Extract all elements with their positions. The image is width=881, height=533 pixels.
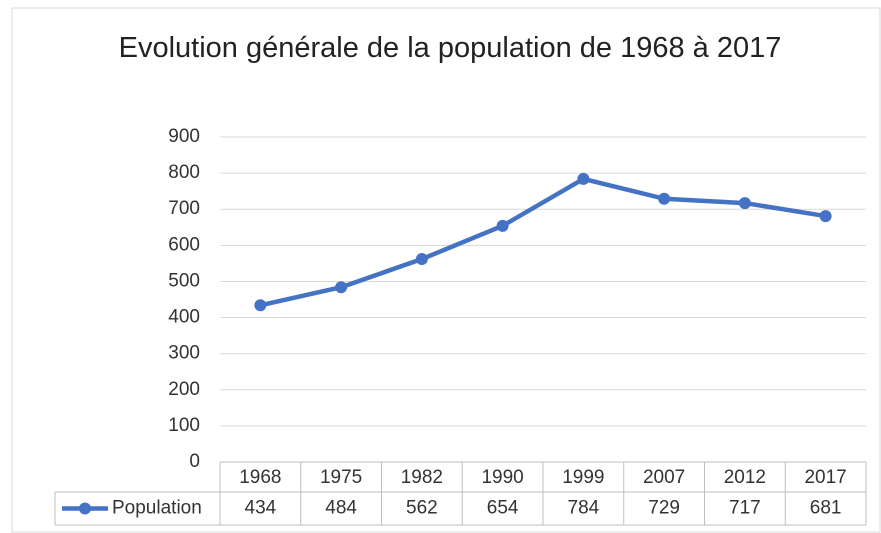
y-tick-label: 900 — [168, 126, 200, 147]
legend-label: Population — [112, 498, 202, 519]
y-tick-label: 0 — [189, 451, 200, 472]
x-tick-label: 1975 — [320, 467, 362, 488]
table-value: 434 — [245, 498, 277, 519]
y-tick-label: 300 — [168, 343, 200, 364]
x-tick-label: 2012 — [724, 467, 766, 488]
y-tick-label: 400 — [168, 307, 200, 328]
marker — [415, 253, 428, 266]
marker — [819, 210, 832, 223]
marker — [738, 197, 751, 210]
marker — [577, 172, 590, 185]
x-tick-label: 1968 — [239, 467, 281, 488]
legend-marker — [79, 502, 91, 515]
table-value: 484 — [325, 498, 357, 519]
x-tick-label: 1999 — [562, 467, 604, 488]
line — [259, 176, 826, 308]
marker — [496, 219, 509, 232]
table-value: 784 — [568, 498, 600, 519]
x-tick-label: 2007 — [643, 467, 685, 488]
x-tick-label: 1982 — [401, 467, 443, 488]
x-tick-label: 2017 — [804, 467, 846, 488]
marker — [335, 281, 348, 294]
y-tick-label: 600 — [168, 234, 200, 255]
x-tick-label: 1990 — [481, 467, 523, 488]
table-value: 681 — [810, 498, 842, 519]
marker — [658, 192, 671, 205]
y-tick-label: 100 — [168, 415, 200, 436]
table-value: 717 — [729, 498, 761, 519]
y-tick-label: 200 — [168, 379, 200, 400]
table-value: 729 — [648, 498, 680, 519]
chart-title: Evolution générale de la population de 1… — [118, 32, 782, 64]
y-tick-label: 700 — [168, 198, 200, 219]
table-value: 562 — [406, 498, 438, 519]
table-value: 654 — [487, 498, 519, 519]
chart-title-box: Evolution générale de la population de 1… — [100, 28, 800, 68]
y-tick-label: 800 — [168, 162, 200, 183]
marker — [254, 299, 267, 312]
y-tick-label: 500 — [168, 270, 200, 291]
chart-border — [11, 7, 881, 533]
